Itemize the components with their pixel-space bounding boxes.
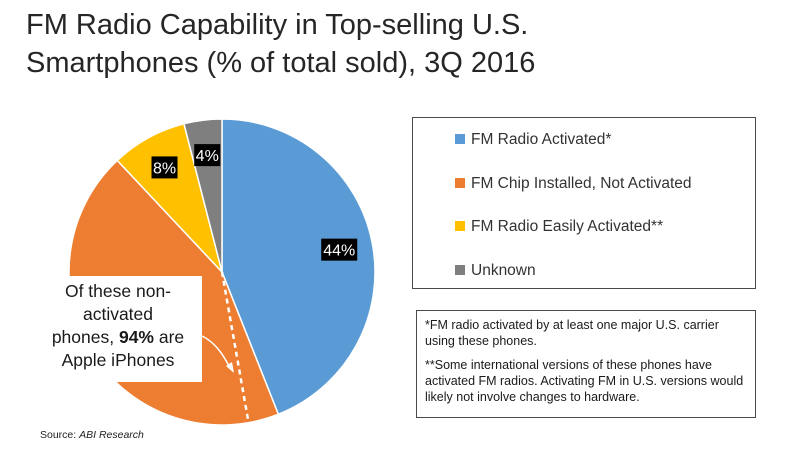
footnotes-box: *FM radio activated by at least one majo… bbox=[416, 310, 756, 418]
callout-line-4: Apple iPhones bbox=[61, 350, 175, 370]
data-label-background bbox=[151, 156, 178, 179]
callout-line-2: activated bbox=[82, 304, 154, 324]
pie-slice-fm-radio-activated bbox=[221, 118, 376, 416]
iphone-divider-line bbox=[220, 271, 250, 423]
callout-highlight: 94% bbox=[118, 327, 154, 347]
callout-line-1: Of these non- bbox=[64, 281, 172, 301]
footnote-2: **Some international versions of these p… bbox=[425, 358, 744, 404]
data-label-background bbox=[194, 144, 221, 167]
callout-arrowhead bbox=[226, 362, 234, 373]
data-label: 4% bbox=[196, 148, 219, 165]
chart-title-line-1: FM Radio Capability in Top-selling U.S. bbox=[26, 9, 529, 41]
legend-item-unknown: Unknown bbox=[455, 262, 536, 280]
legend-item-fm-chip-installed: FM Chip Installed, Not Activated bbox=[455, 175, 692, 193]
iphone-callout: Of these non- activated phones, 94% are … bbox=[34, 276, 202, 382]
legend-swatch bbox=[455, 221, 465, 231]
legend-swatch bbox=[455, 265, 465, 275]
legend-swatch bbox=[455, 134, 465, 144]
footnote-1: *FM radio activated by at least one majo… bbox=[425, 318, 719, 348]
data-label-background bbox=[321, 238, 358, 261]
legend-swatch bbox=[455, 178, 465, 188]
callout-line-3: phones, 94% are bbox=[51, 327, 185, 347]
chart-title-line-2: Smartphones (% of total sold), 3Q 2016 bbox=[26, 47, 536, 79]
legend-item-fm-radio-activated: FM Radio Activated* bbox=[455, 131, 611, 149]
source-credit: Source: ABI Research bbox=[40, 429, 144, 441]
chart-title: FM Radio Capability in Top-selling U.S. … bbox=[26, 6, 746, 82]
legend: FM Radio Activated* FM Chip Installed, N… bbox=[412, 117, 756, 289]
legend-item-fm-radio-easily-activated: FM Radio Easily Activated** bbox=[455, 218, 663, 236]
callout-arrow bbox=[201, 335, 231, 369]
data-label: 44% bbox=[323, 243, 355, 260]
data-label: 8% bbox=[153, 160, 176, 177]
